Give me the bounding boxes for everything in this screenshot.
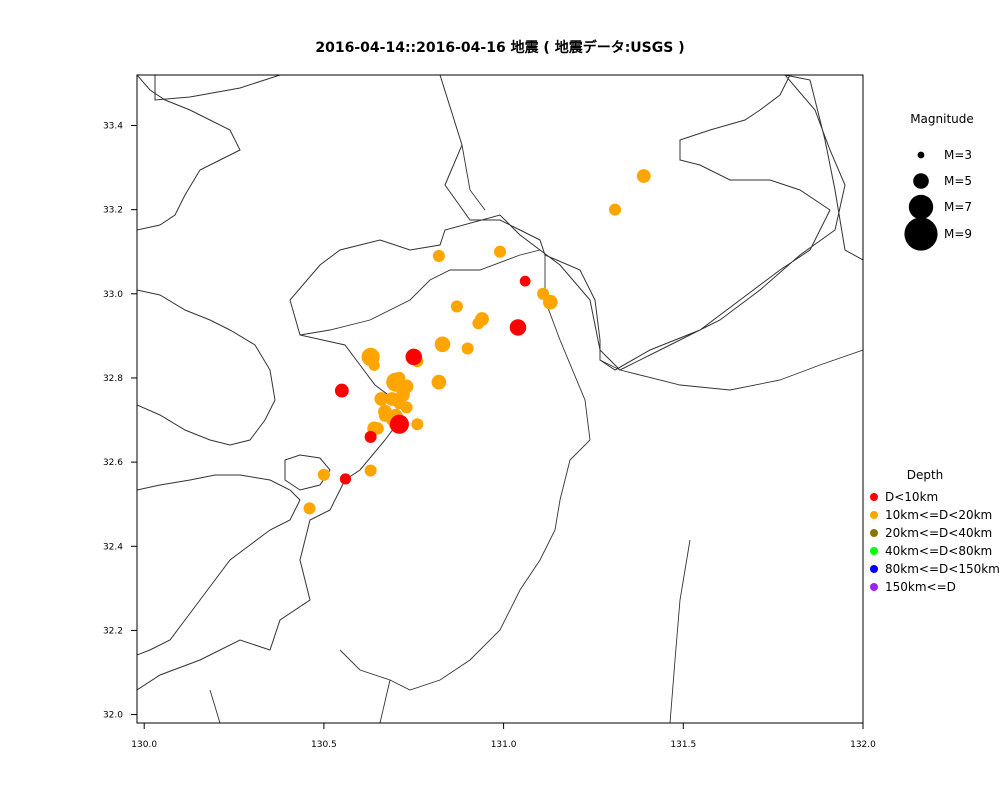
y-tick-label: 33.4 [103, 121, 123, 131]
quake-point [405, 348, 422, 366]
legend-magnitude-label: M=3 [944, 148, 972, 162]
legend-depth-label: 150km<=D [885, 580, 956, 594]
quake-point [364, 430, 377, 443]
legend-depth-label: 40km<=D<80km [885, 544, 992, 558]
y-tick-label: 32.6 [103, 458, 123, 468]
x-tick-label: 130.0 [131, 740, 157, 750]
y-tick-label: 32.0 [103, 711, 123, 721]
quake-point [542, 294, 558, 310]
y-axis: 32.0 32.2 32.4 32.6 32.8 33.0 33.2 33.4 [103, 121, 137, 721]
x-tick-label: 130.5 [311, 740, 337, 750]
quake-point [636, 169, 651, 183]
legend-depth-label: 80km<=D<150km [885, 562, 1000, 576]
quake-point [371, 422, 384, 435]
legend-depth: Depth D<10km 10km<=D<20km 20km<=D<40km 40km… [870, 468, 1000, 594]
x-tick-label: 131.0 [491, 740, 517, 750]
legend-magnitude-title: Magnitude [910, 112, 974, 126]
x-tick-label: 132.0 [850, 740, 876, 750]
y-tick-label: 33.2 [103, 206, 123, 216]
quake-point [339, 473, 352, 485]
quake-point [608, 203, 622, 216]
quake-point [364, 464, 377, 477]
legend-magnitude: Magnitude M=3 M=5 M=7 M=9 [904, 112, 974, 251]
y-tick-label: 32.2 [103, 626, 123, 636]
legend-magnitude-label: M=7 [944, 200, 972, 214]
quake-point [434, 336, 451, 353]
quake-point [411, 418, 424, 431]
legend-depth-swatch [870, 583, 878, 591]
legend-depth-swatch [870, 547, 878, 555]
legend-depth-swatch [870, 565, 878, 573]
y-tick-label: 32.4 [103, 542, 123, 552]
legend-magnitude-symbol [913, 173, 929, 189]
quake-point [368, 359, 380, 371]
land-mainland [137, 75, 863, 723]
x-axis: 130.0 130.5 131.0 131.5 132.0 [131, 723, 876, 750]
quake-point [317, 468, 330, 481]
quake-point [519, 275, 531, 287]
legend-depth-swatch [870, 529, 878, 537]
legend-magnitude-symbol [908, 194, 934, 220]
legend-depth-swatch [870, 493, 878, 501]
quake-point [472, 317, 485, 330]
quake-point [432, 249, 445, 262]
quake-point [450, 300, 463, 313]
legend-magnitude-label: M=9 [944, 227, 972, 241]
quake-point [400, 401, 413, 414]
quake-points [303, 169, 651, 515]
legend-magnitude-symbol [904, 217, 938, 251]
x-tick-label: 131.5 [670, 740, 696, 750]
quake-point [389, 414, 409, 434]
prefecture-borders [209, 144, 863, 723]
map-title: 2016-04-14::2016-04-16 地震 ( 地震データ:USGS ) [315, 40, 685, 56]
quake-point [493, 245, 507, 258]
legend-depth-swatch [870, 511, 878, 519]
plot-frame [136, 74, 864, 724]
land-amakusa [137, 474, 301, 656]
legend-depth-label: D<10km [885, 490, 938, 504]
legend-depth-label: 10km<=D<20km [885, 508, 992, 522]
quake-point [334, 383, 349, 398]
quake-point [431, 374, 447, 390]
y-tick-label: 33.0 [103, 290, 123, 300]
quake-point [461, 342, 474, 355]
quake-point [303, 502, 316, 515]
legend-depth-label: 20km<=D<40km [885, 526, 992, 540]
land-west-upper [137, 75, 241, 231]
legend-magnitude-symbol [917, 151, 925, 159]
y-tick-label: 32.8 [103, 374, 123, 384]
land-west-middle [137, 289, 276, 446]
quake-point [374, 392, 389, 406]
legend-magnitude-label: M=5 [944, 174, 972, 188]
quake-point [509, 319, 527, 336]
legend-depth-title: Depth [907, 468, 944, 482]
map-area [137, 75, 863, 723]
